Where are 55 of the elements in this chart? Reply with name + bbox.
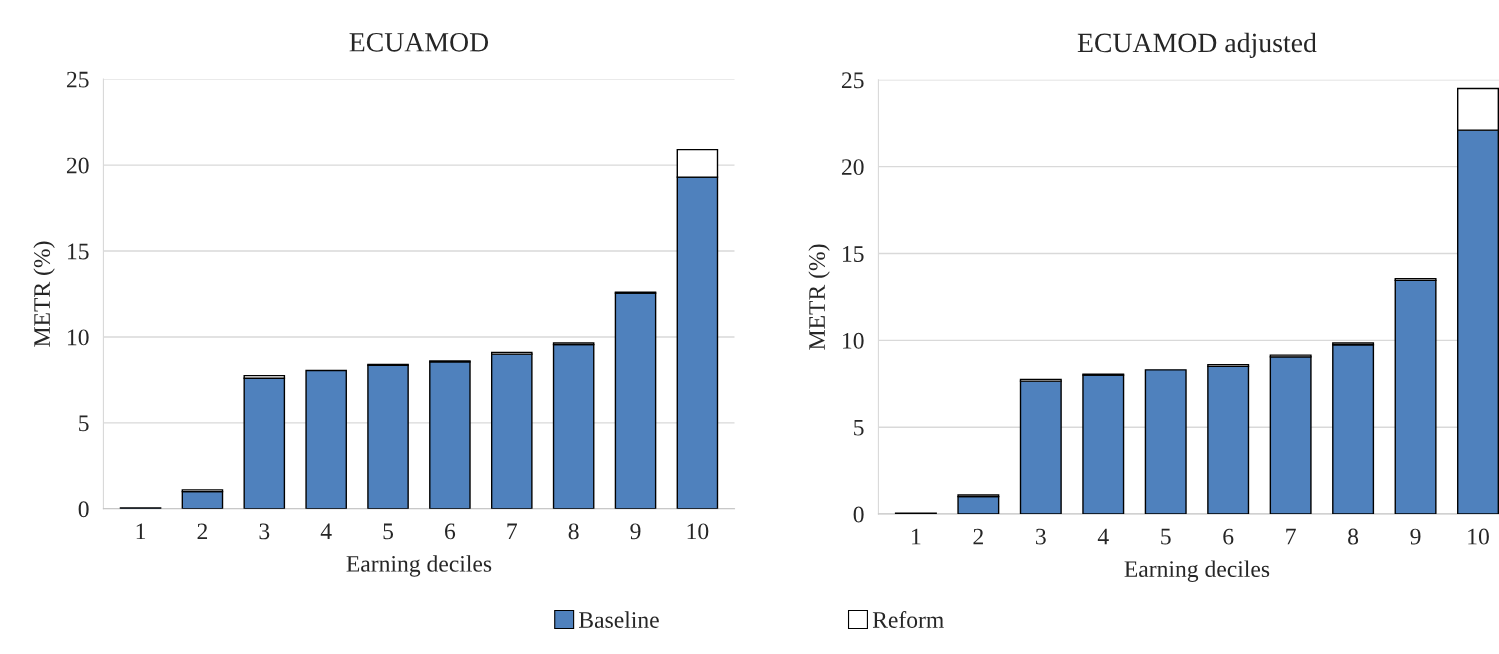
bar — [367, 364, 409, 509]
chart-title: ECUAMOD adjusted — [1077, 32, 1317, 58]
y-tick-label: 15 — [842, 246, 864, 262]
x-tick-label: 5 — [1161, 528, 1171, 545]
y-axis-title: METR (%) — [33, 241, 55, 347]
x-tick-label: 7 — [507, 523, 517, 540]
y-tick-label: 15 — [68, 243, 89, 260]
bar — [243, 377, 286, 509]
x-tick-label: 6 — [445, 523, 456, 540]
y-axis-title: METR (%) — [808, 244, 830, 350]
bar — [1082, 374, 1125, 515]
y-tick-label: 10 — [842, 332, 864, 349]
x-tick-label: 6 — [1223, 528, 1234, 545]
x-tick-label: 10 — [1468, 528, 1489, 545]
y-tick-label: 5 — [79, 415, 89, 432]
x-tick-label: 9 — [630, 523, 641, 540]
bar — [1207, 365, 1250, 515]
y-tick-label: 25 — [841, 72, 864, 89]
x-axis-title: Earning deciles — [1124, 560, 1270, 582]
bar — [957, 495, 1000, 515]
bar — [1394, 279, 1437, 515]
bar — [429, 361, 471, 509]
bar — [552, 343, 595, 509]
x-tick-label: 8 — [568, 523, 579, 540]
chart-title: ECUAMOD — [349, 32, 489, 52]
y-tick-label: 0 — [853, 506, 864, 523]
bar — [1269, 356, 1312, 515]
x-tick-label: 1 — [912, 528, 921, 545]
y-tick-label: 25 — [66, 71, 89, 88]
bar — [614, 292, 657, 509]
x-tick-label: 1 — [136, 523, 146, 540]
bar — [1144, 369, 1187, 515]
y-tick-label: 20 — [841, 159, 864, 176]
legend-label: Reform — [872, 611, 944, 628]
bar — [490, 353, 533, 509]
x-tick-label: 2 — [197, 523, 208, 540]
legend-label: Baseline — [579, 611, 659, 628]
x-tick-label: 5 — [383, 523, 394, 540]
x-tick-label: 10 — [687, 523, 709, 540]
bar — [305, 369, 347, 509]
x-tick-label: 2 — [973, 528, 983, 545]
x-tick-label: 9 — [1410, 528, 1421, 545]
x-tick-label: 4 — [320, 523, 332, 540]
x-tick-label: 3 — [259, 523, 270, 540]
bar — [1019, 380, 1062, 515]
x-tick-label: 8 — [1348, 528, 1359, 545]
x-axis-title: Earning deciles — [346, 555, 492, 577]
y-tick-label: 0 — [78, 501, 89, 518]
y-tick-label: 20 — [66, 157, 89, 174]
y-tick-label: 10 — [68, 329, 89, 346]
x-tick-label: 4 — [1097, 528, 1109, 545]
y-tick-label: 5 — [854, 419, 864, 436]
x-tick-label: 3 — [1036, 528, 1046, 545]
x-tick-label: 7 — [1286, 528, 1296, 545]
bar — [1332, 343, 1375, 515]
